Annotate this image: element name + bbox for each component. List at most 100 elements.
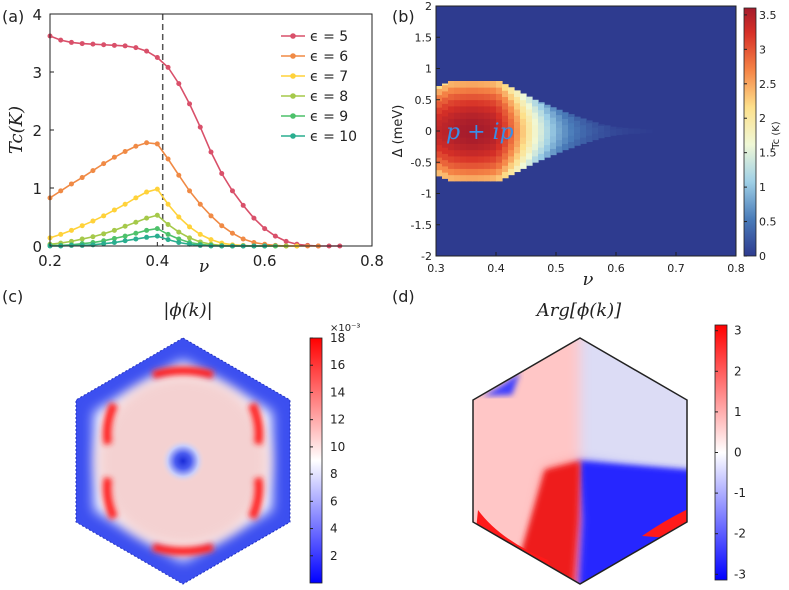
heatmap-cell <box>538 103 545 111</box>
panel-d-title: Arg[ϕ(k)] <box>535 300 622 321</box>
panel-c-title: |ϕ(k)| <box>163 300 212 321</box>
heatmap-cell <box>478 112 485 119</box>
heatmap-cell <box>448 99 455 107</box>
panel-b-ylabel: Δ (meV) <box>391 105 406 158</box>
panel-c-colorbar <box>309 337 323 584</box>
heatmap-cell <box>448 168 455 176</box>
heatmap-cell <box>514 146 521 154</box>
heatmap-cell <box>478 81 485 88</box>
heatmap-cell <box>490 124 497 132</box>
heatmap-cell <box>538 153 545 161</box>
heatmap-cell <box>478 143 485 151</box>
heatmap-cell <box>478 137 485 144</box>
heatmap-cell <box>592 122 599 128</box>
panel-a-xtick-label: 0.8 <box>360 252 384 270</box>
heatmap-cell <box>538 116 545 123</box>
heatmap-cell <box>448 149 455 157</box>
panel-b-xtick-label: 0.4 <box>487 262 505 275</box>
heatmap-cell <box>526 140 533 148</box>
heatmap-cell <box>508 112 515 119</box>
panel-c-colorbar-exponent: ×10⁻³ <box>330 323 360 334</box>
heatmap-cell <box>550 123 557 131</box>
panel-a-series <box>47 33 343 249</box>
heatmap-cell <box>562 131 569 138</box>
heatmap-cell <box>496 156 503 163</box>
heatmap-cell <box>448 87 455 94</box>
heatmap-cell <box>544 151 551 158</box>
heatmap-cell <box>478 87 485 94</box>
data-point <box>68 39 74 45</box>
heatmap-cell <box>442 122 449 129</box>
heatmap-cell <box>496 143 503 151</box>
heatmap-cell <box>454 112 461 119</box>
data-point <box>165 231 171 237</box>
heatmap-cell <box>574 139 581 146</box>
heatmap-cell <box>484 131 491 138</box>
panel-d-colorbar-tick-label: 1 <box>734 405 742 419</box>
heatmap-cell <box>556 146 563 153</box>
heatmap-cell <box>502 96 509 104</box>
panel-d: (d) Arg[ϕ(k)] -3 -2 -1 0 1 2 3 <box>392 287 746 585</box>
heatmap-cell <box>526 121 533 129</box>
heatmap-cell <box>508 162 515 169</box>
heatmap-cell <box>514 152 521 160</box>
panel-c-colorbar-tick-label: 4 <box>330 522 338 536</box>
heatmap-cell <box>550 129 557 137</box>
data-point <box>197 231 203 237</box>
data-point <box>68 227 74 233</box>
heatmap-cell <box>520 143 527 151</box>
panel-c-colorbar-ticks: 2 4 6 8 10 12 14 16 18 <box>310 331 345 563</box>
heatmap-cell <box>586 122 593 130</box>
heatmap-cell <box>466 99 473 107</box>
heatmap-cell <box>466 106 473 113</box>
panel-d-label: (d) <box>392 287 415 306</box>
heatmap-cell <box>502 115 509 123</box>
heatmap-cell <box>436 119 443 127</box>
heatmap-cell <box>532 149 539 157</box>
heatmap-cell <box>442 159 449 167</box>
heatmap-cell <box>526 159 533 166</box>
heatmap-cell <box>472 156 479 163</box>
heatmap-cell <box>460 124 467 132</box>
heatmap-cell <box>448 124 455 132</box>
heatmap-cell <box>466 174 473 182</box>
panel-b-heatmap-cells <box>436 81 653 182</box>
panel-c-colorbar-tick-label: 18 <box>330 331 345 345</box>
heatmap-cell <box>622 127 629 135</box>
heatmap-cell <box>550 148 557 156</box>
heatmap-cell <box>556 133 563 141</box>
heatmap-cell <box>628 128 635 134</box>
panel-b-ytick-label: 0 <box>425 125 432 138</box>
panel-c-red-lobes <box>102 366 264 556</box>
data-point <box>133 236 139 242</box>
data-point <box>111 235 117 241</box>
heatmap-cell <box>514 165 521 173</box>
heatmap-cell <box>580 118 587 126</box>
heatmap-cell <box>604 130 611 138</box>
heatmap-cell <box>520 137 527 144</box>
heatmap-cell <box>448 112 455 119</box>
heatmap-cell <box>514 134 521 141</box>
data-point <box>176 214 182 220</box>
heatmap-cell <box>496 162 503 169</box>
data-point <box>187 101 193 107</box>
legend-swatch-marker <box>290 73 296 79</box>
heatmap-cell <box>484 149 491 157</box>
heatmap-cell <box>508 137 515 144</box>
heatmap-cell <box>490 162 497 169</box>
heatmap-cell <box>508 87 515 94</box>
panel-b-colorbar-tick-label: 0 <box>759 250 766 263</box>
heatmap-cell <box>514 109 521 116</box>
heatmap-cell <box>472 168 479 176</box>
panel-a-ytick-label: 3 <box>32 64 42 82</box>
heatmap-cell <box>538 147 545 154</box>
heatmap-cell <box>442 91 449 98</box>
heatmap-cell <box>454 156 461 163</box>
heatmap-cell <box>484 137 491 144</box>
data-point <box>176 81 182 87</box>
panel-b-colorbar-tick-label: 0.5 <box>759 216 777 229</box>
heatmap-cell <box>538 134 545 142</box>
legend-entry: ϵ = 9 <box>310 109 348 125</box>
heatmap-cell <box>508 93 515 101</box>
heatmap-cell <box>538 102 545 104</box>
